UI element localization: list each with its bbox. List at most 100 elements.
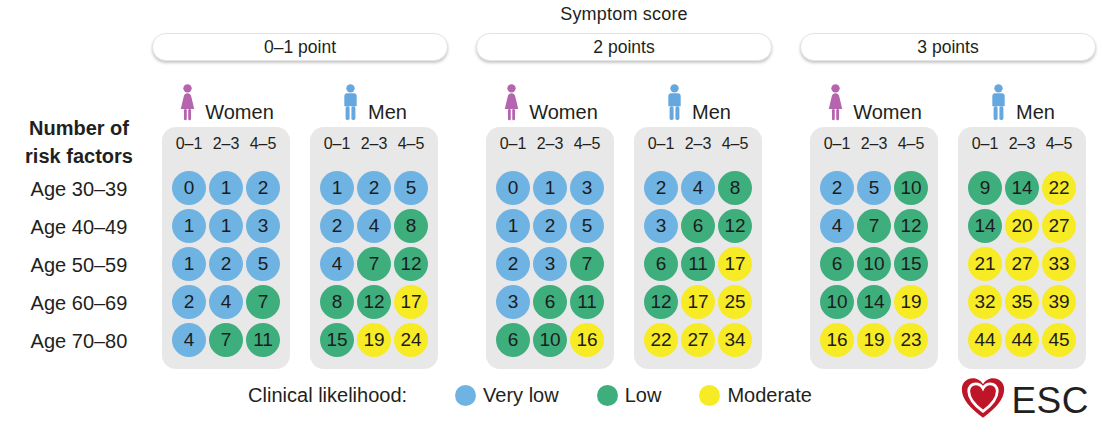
- table-row: 013: [496, 171, 604, 205]
- col-header: 0–1: [644, 133, 678, 155]
- col-header: 2–3: [1005, 133, 1039, 155]
- col-header: 2–3: [533, 133, 567, 155]
- likelihood-cell: 2: [172, 285, 206, 319]
- man-icon: [341, 84, 360, 124]
- likelihood-cell: 33: [1042, 247, 1076, 281]
- likelihood-cell: 2: [320, 209, 354, 243]
- legend-items: Very low Low Moderate: [455, 384, 812, 407]
- likelihood-cell: 0: [172, 171, 206, 205]
- likelihood-cell: 22: [644, 323, 678, 357]
- symptom-score-pill: 0–1 point: [152, 33, 448, 61]
- likelihood-cell: 12: [644, 285, 678, 319]
- table-row: 142027: [968, 209, 1076, 243]
- table-row: 4712: [320, 247, 428, 281]
- likelihood-cell: 21: [968, 247, 1002, 281]
- table-row: 237: [496, 247, 604, 281]
- table-row: 4712: [820, 209, 928, 243]
- likelihood-cell: 2: [533, 209, 567, 243]
- esc-logo: ESC: [960, 377, 1089, 424]
- likelihood-cell: 10: [820, 285, 854, 319]
- legend-item-label: Moderate: [727, 384, 812, 407]
- esc-heart-icon: [960, 377, 1006, 424]
- symptom-score-group-3: 3 points Women0–12–34–525104712610151014…: [810, 33, 1086, 369]
- table-row: 248: [644, 171, 752, 205]
- likelihood-cell: 16: [570, 323, 604, 357]
- likelihood-cell: 2: [496, 247, 530, 281]
- likelihood-table: 0–12–34–5248361261117121725222734: [634, 127, 762, 369]
- likelihood-cell: 27: [681, 323, 715, 357]
- col-header: 4–5: [570, 133, 604, 155]
- likelihood-cell: 5: [246, 247, 280, 281]
- table-row: 222734: [644, 323, 752, 357]
- likelihood-cell: 35: [1005, 285, 1039, 319]
- likelihood-cell: 5: [857, 171, 891, 205]
- risk-factors-axis-line1: Number of: [0, 114, 158, 142]
- legend-item: Moderate: [699, 384, 812, 407]
- likelihood-cell: 1: [172, 209, 206, 243]
- likelihood-cell: 23: [894, 323, 928, 357]
- risk-factors-axis-line2: risk factors: [0, 142, 158, 170]
- likelihood-cell: 19: [857, 323, 891, 357]
- likelihood-cell: 3: [246, 209, 280, 243]
- table-row: 3611: [496, 285, 604, 319]
- panel-men: Men0–12–34–5248361261117121725222734: [634, 83, 762, 369]
- likelihood-cell: 6: [533, 285, 567, 319]
- col-header: 4–5: [718, 133, 752, 155]
- sex-panels-row: Women0–12–34–5013125237361161016 Men0–12…: [486, 83, 762, 369]
- likelihood-cell: 3: [496, 285, 530, 319]
- risk-factors-axis-label: Number of risk factors: [0, 114, 158, 170]
- likelihood-cell: 4: [320, 247, 354, 281]
- likelihood-cell: 8: [718, 171, 752, 205]
- table-row: 161923: [820, 323, 928, 357]
- table-row: 121725: [644, 285, 752, 319]
- panel-women: Women0–12–34–50121131252474711: [162, 83, 290, 369]
- risk-factor-col-headers: 0–12–34–5: [320, 133, 428, 155]
- likelihood-cell: 17: [681, 285, 715, 319]
- likelihood-cell: 11: [246, 323, 280, 357]
- likelihood-cell: 15: [894, 247, 928, 281]
- sex-panels-row: Women0–12–34–50121131252474711 Men0–12–3…: [162, 83, 438, 369]
- table-row: 151924: [320, 323, 428, 357]
- risk-factor-col-headers: 0–12–34–5: [820, 133, 928, 155]
- likelihood-cell: 2: [820, 171, 854, 205]
- table-row: 3612: [644, 209, 752, 243]
- likelihood-cell: 19: [894, 285, 928, 319]
- table-row: 247: [172, 285, 280, 319]
- likelihood-cell: 12: [357, 285, 391, 319]
- legend-item: Very low: [455, 384, 559, 407]
- likelihood-table: 0–12–34–5013125237361161016: [486, 127, 614, 369]
- likelihood-cell: 5: [394, 171, 428, 205]
- sex-label: Women: [205, 101, 274, 124]
- likelihood-cell: 7: [357, 247, 391, 281]
- likelihood-cell: 9: [968, 171, 1002, 205]
- symptom-score-pill: 2 points: [476, 33, 772, 61]
- panel-women: Women0–12–34–5013125237361161016: [486, 83, 614, 369]
- symptom-score-group-2: 2 points Women0–12–34–501312523736116101…: [486, 33, 762, 369]
- table-row: 248: [320, 209, 428, 243]
- likelihood-cell: 27: [1005, 247, 1039, 281]
- likelihood-cell: 11: [681, 247, 715, 281]
- age-row-label: Age 30–39: [0, 176, 158, 202]
- likelihood-cell: 39: [1042, 285, 1076, 319]
- likelihood-cell: 14: [968, 209, 1002, 243]
- table-row: 444445: [968, 323, 1076, 357]
- legend-dot-icon: [699, 385, 720, 406]
- likelihood-cell: 8: [320, 285, 354, 319]
- sex-label: Women: [853, 101, 922, 124]
- col-header: 0–1: [820, 133, 854, 155]
- likelihood-cell: 10: [894, 171, 928, 205]
- likelihood-cell: 4: [820, 209, 854, 243]
- likelihood-cell: 6: [820, 247, 854, 281]
- woman-icon: [502, 84, 521, 124]
- table-row: 61016: [496, 323, 604, 357]
- likelihood-cell: 2: [209, 247, 243, 281]
- table-row: 113: [172, 209, 280, 243]
- legend-title: Clinical likelihood:: [248, 384, 407, 407]
- sex-header: Men: [310, 83, 438, 125]
- legend-item: Low: [597, 384, 662, 407]
- esc-logo-text: ESC: [1011, 380, 1089, 422]
- symptom-score-groups: 0–1 point Women0–12–34–50121131252474711…: [162, 33, 1086, 369]
- likelihood-cell: 1: [172, 247, 206, 281]
- legend-item-label: Very low: [483, 384, 559, 407]
- likelihood-cell: 44: [1005, 323, 1039, 357]
